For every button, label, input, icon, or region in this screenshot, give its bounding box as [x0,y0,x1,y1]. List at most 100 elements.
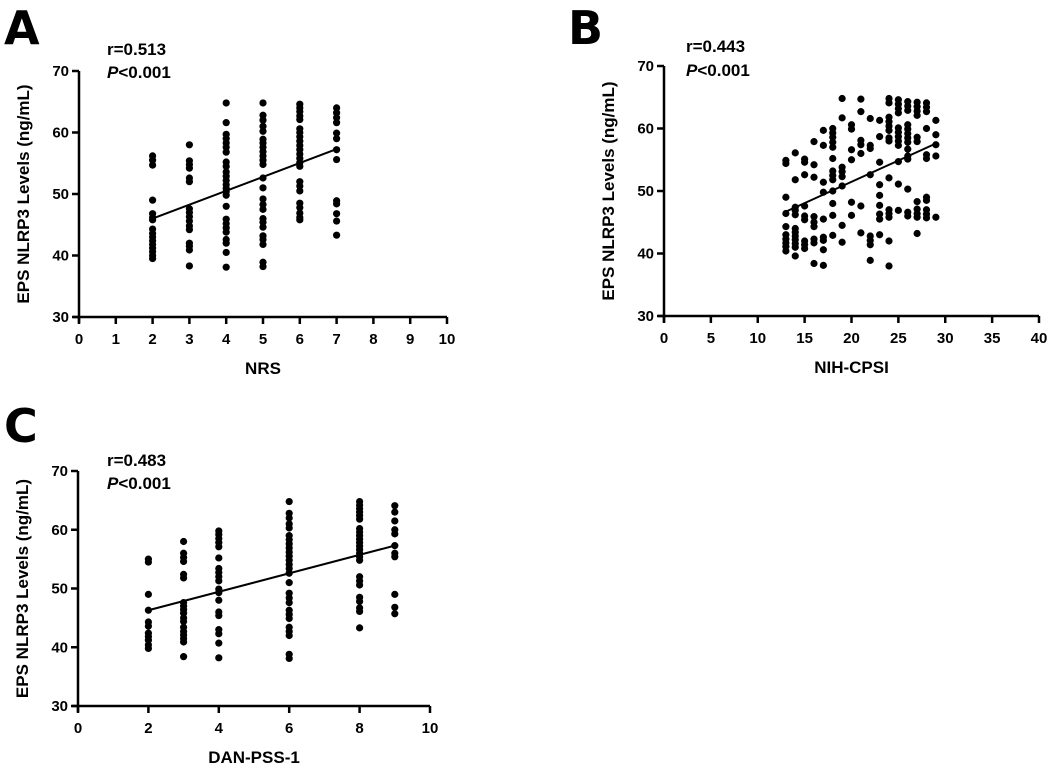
data-point [857,202,865,210]
p-value: P<0.001 [686,61,750,80]
data-point [801,171,809,179]
data-point [791,176,799,184]
data-point [356,624,364,632]
data-point [829,211,837,219]
regression-line [148,544,396,612]
data-point [333,114,341,122]
data-point [180,537,188,546]
data-point [838,238,846,246]
x-tick-label: 6 [285,720,293,737]
data-point [866,114,874,123]
axes: 30 40 50 60 70 0 1 2 3 4 5 6 7 8 9 10 [52,63,455,348]
data-point [838,173,846,181]
data-point [885,137,893,145]
data-point [259,235,267,244]
data-point [391,508,399,516]
data-point [144,606,152,614]
data-point [222,202,230,210]
data-point [285,524,293,532]
y-tick-label: 70 [637,58,654,75]
data-point [819,141,827,149]
p-threshold: <0.001 [118,63,170,82]
data-point [801,158,809,166]
data-point [801,216,809,224]
data-point [782,223,790,231]
data-point [876,158,884,166]
data-point [904,138,912,146]
data-point [285,514,293,522]
data-point [149,254,157,263]
data-point [259,160,267,169]
data-point [810,213,818,221]
data-point [333,119,341,127]
y-tick-label: 50 [52,186,69,203]
data-points [149,99,341,271]
data-point [838,168,846,176]
data-point [185,262,193,270]
data-point [149,161,157,169]
data-point [913,198,921,206]
data-point [222,191,230,199]
x-tick-label: 4 [222,331,231,348]
data-point [149,196,157,204]
data-point [791,149,799,157]
data-point [222,263,230,271]
data-point [259,200,267,209]
data-point [847,146,856,154]
data-point [894,180,902,188]
x-tick-label: 20 [843,330,860,347]
data-point [222,228,230,236]
x-tick-label: 30 [937,330,954,347]
y-axis-label: EPS NLRP3 Levels (ng/mL) [14,84,33,303]
p-symbol: P [107,474,119,493]
data-point [829,176,837,184]
data-point [333,200,341,208]
x-tick-label: 7 [332,331,340,348]
data-point [180,653,188,661]
data-point [356,607,364,616]
x-tick-label: 2 [144,720,152,737]
x-tick-label: 10 [749,330,766,347]
data-point [333,210,341,218]
data-point [857,229,865,237]
data-point [904,212,912,220]
p-symbol: P [686,61,698,80]
data-point [922,154,931,163]
data-point [819,178,827,186]
data-point [838,221,846,229]
x-tick-label: 40 [1031,330,1048,347]
data-point [215,639,223,647]
data-point [185,246,193,254]
x-tick-label: 1 [112,331,120,348]
x-tick-label: 3 [185,331,193,348]
x-tick-label: 0 [74,720,82,737]
data-point [857,95,865,103]
data-point [791,252,799,260]
data-point [259,111,267,119]
x-axis-label: NRS [245,359,281,378]
data-point [356,515,364,523]
data-point [259,99,267,107]
data-point [885,237,893,245]
y-tick-label: 40 [52,248,69,265]
data-point [876,210,884,218]
data-point [819,261,827,269]
data-point [847,211,856,219]
regression-line [152,148,337,220]
data-point [829,138,837,146]
y-tick-label: 70 [52,63,69,80]
x-tick-label: 6 [296,331,304,348]
x-tick-label: 9 [406,331,414,348]
data-point [913,111,921,119]
data-point [838,94,846,103]
data-point [259,184,267,192]
y-axis-label: EPS NLRP3 Levels (ng/mL) [13,479,32,698]
x-tick-label: 8 [369,331,377,348]
data-point [810,259,818,268]
data-point [876,181,884,189]
data-point [259,223,267,231]
data-point [894,206,902,214]
data-point [222,143,230,151]
data-point [259,262,267,271]
data-point [333,155,341,164]
